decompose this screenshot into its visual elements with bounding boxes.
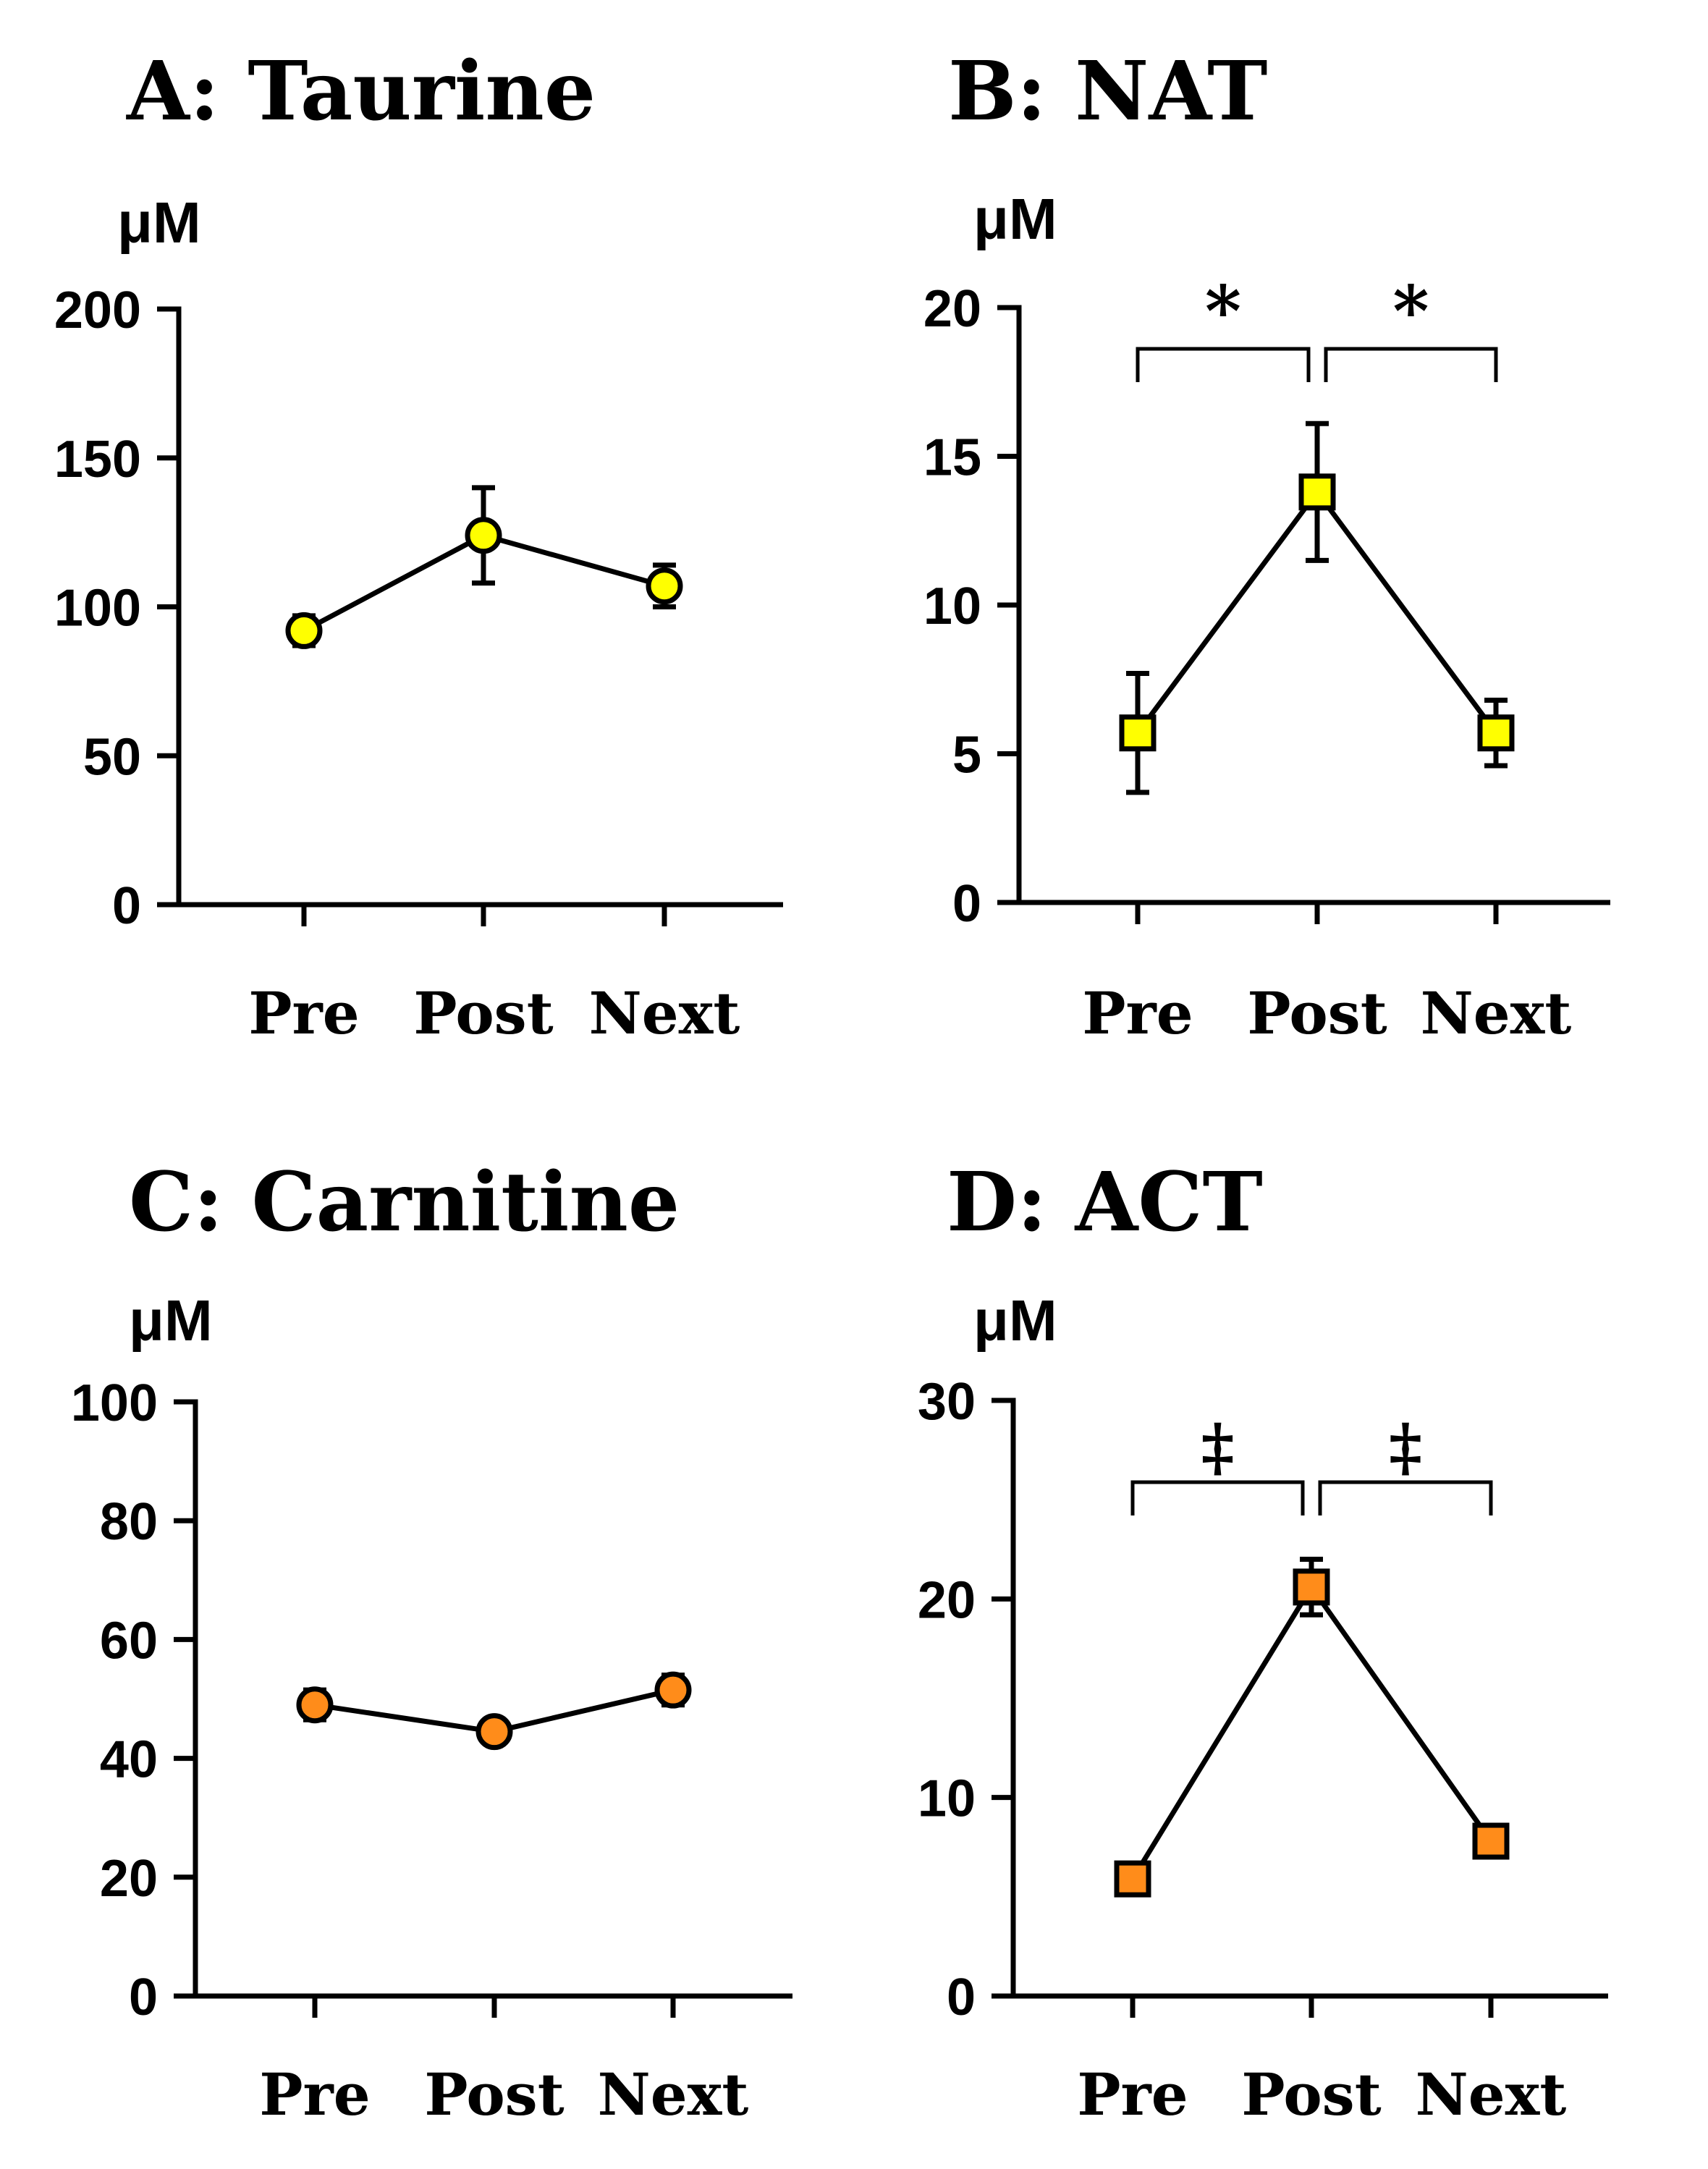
significance-bracket	[1318, 1480, 1493, 1515]
y-tick-label: 40	[100, 1731, 158, 1789]
panel-b-nat: B: NAT μM 0 5 10 15 20 Pre Post Next * *	[923, 44, 1610, 1047]
y-tick-label: 0	[129, 1969, 158, 2026]
x-tick-label: Pre	[1077, 2060, 1188, 2128]
x-tick-label: Pre	[248, 979, 359, 1047]
significance-bracket	[1136, 347, 1311, 382]
y-tick-label: 10	[923, 578, 981, 635]
x-tick-label: Next	[598, 2060, 749, 2128]
panel-c-carnitine: C: Carnitine μM 0 20 40 60 80 100 Pre Post Next	[71, 1155, 792, 2128]
y-tick-label: 100	[54, 580, 141, 638]
data-point	[1293, 1568, 1330, 1606]
data-point	[646, 567, 683, 605]
data-point	[1477, 714, 1515, 752]
x-tick-label: Next	[589, 979, 740, 1047]
significance-marker: ‡	[1201, 1409, 1234, 1484]
y-unit-label: μM	[117, 190, 201, 255]
y-tick-label: 5	[952, 727, 981, 785]
y-tick-label: 30	[918, 1373, 976, 1431]
x-tick-label: Post	[413, 979, 553, 1047]
y-tick-label: 80	[100, 1493, 158, 1551]
data-point	[296, 1686, 334, 1724]
panel-d-act: D: ACT μM 0 10 20 30 Pre Post Next ‡ ‡	[918, 1155, 1608, 2128]
y-tick-label: 150	[54, 431, 141, 489]
significance-bracket	[1324, 347, 1498, 382]
significance-marker: *	[1392, 271, 1429, 352]
y-tick-label: 0	[952, 875, 981, 933]
panel-title: B: NAT	[948, 44, 1268, 139]
panel-a-taurine: A: Taurine μM 0 50 100 150 200 Pre Post Next	[54, 44, 783, 1047]
y-tick-label: 15	[923, 429, 981, 487]
y-tick-label: 60	[100, 1612, 158, 1670]
y-tick-label: 10	[918, 1770, 976, 1828]
y-unit-label: μM	[973, 187, 1057, 251]
x-tick-label: Post	[424, 2060, 564, 2128]
data-point	[1114, 1860, 1151, 1898]
y-unit-label: μM	[973, 1288, 1057, 1353]
x-tick-label: Pre	[1082, 979, 1193, 1047]
x-tick-label: Post	[1247, 979, 1387, 1047]
series-line	[1130, 1584, 1493, 1880]
x-tick-label: Pre	[259, 2060, 370, 2128]
data-point	[475, 1713, 513, 1751]
y-tick-label: 20	[923, 280, 981, 338]
data-point	[465, 517, 502, 554]
data-point	[1472, 1822, 1510, 1860]
panel-title: D: ACT	[947, 1155, 1263, 1250]
significance-bracket	[1130, 1480, 1305, 1515]
data-point	[1119, 714, 1157, 752]
y-tick-label: 100	[71, 1374, 158, 1432]
y-tick-label: 50	[83, 728, 141, 786]
x-tick-label: Next	[1416, 2060, 1567, 2128]
y-tick-label: 20	[918, 1571, 976, 1629]
data-point	[1298, 473, 1336, 511]
data-point	[285, 612, 323, 649]
panel-title: A: Taurine	[126, 44, 596, 139]
significance-marker: *	[1205, 271, 1241, 352]
data-point	[654, 1671, 692, 1709]
y-tick-label: 0	[947, 1969, 976, 2026]
y-tick-label: 20	[100, 1850, 158, 1908]
x-tick-label: Next	[1421, 979, 1572, 1047]
panel-title: C: Carnitine	[129, 1155, 680, 1250]
y-tick-label: 0	[112, 877, 141, 935]
y-unit-label: μM	[129, 1288, 213, 1353]
x-tick-label: Post	[1241, 2060, 1381, 2128]
y-tick-label: 200	[54, 282, 141, 339]
significance-marker: ‡	[1389, 1409, 1422, 1484]
